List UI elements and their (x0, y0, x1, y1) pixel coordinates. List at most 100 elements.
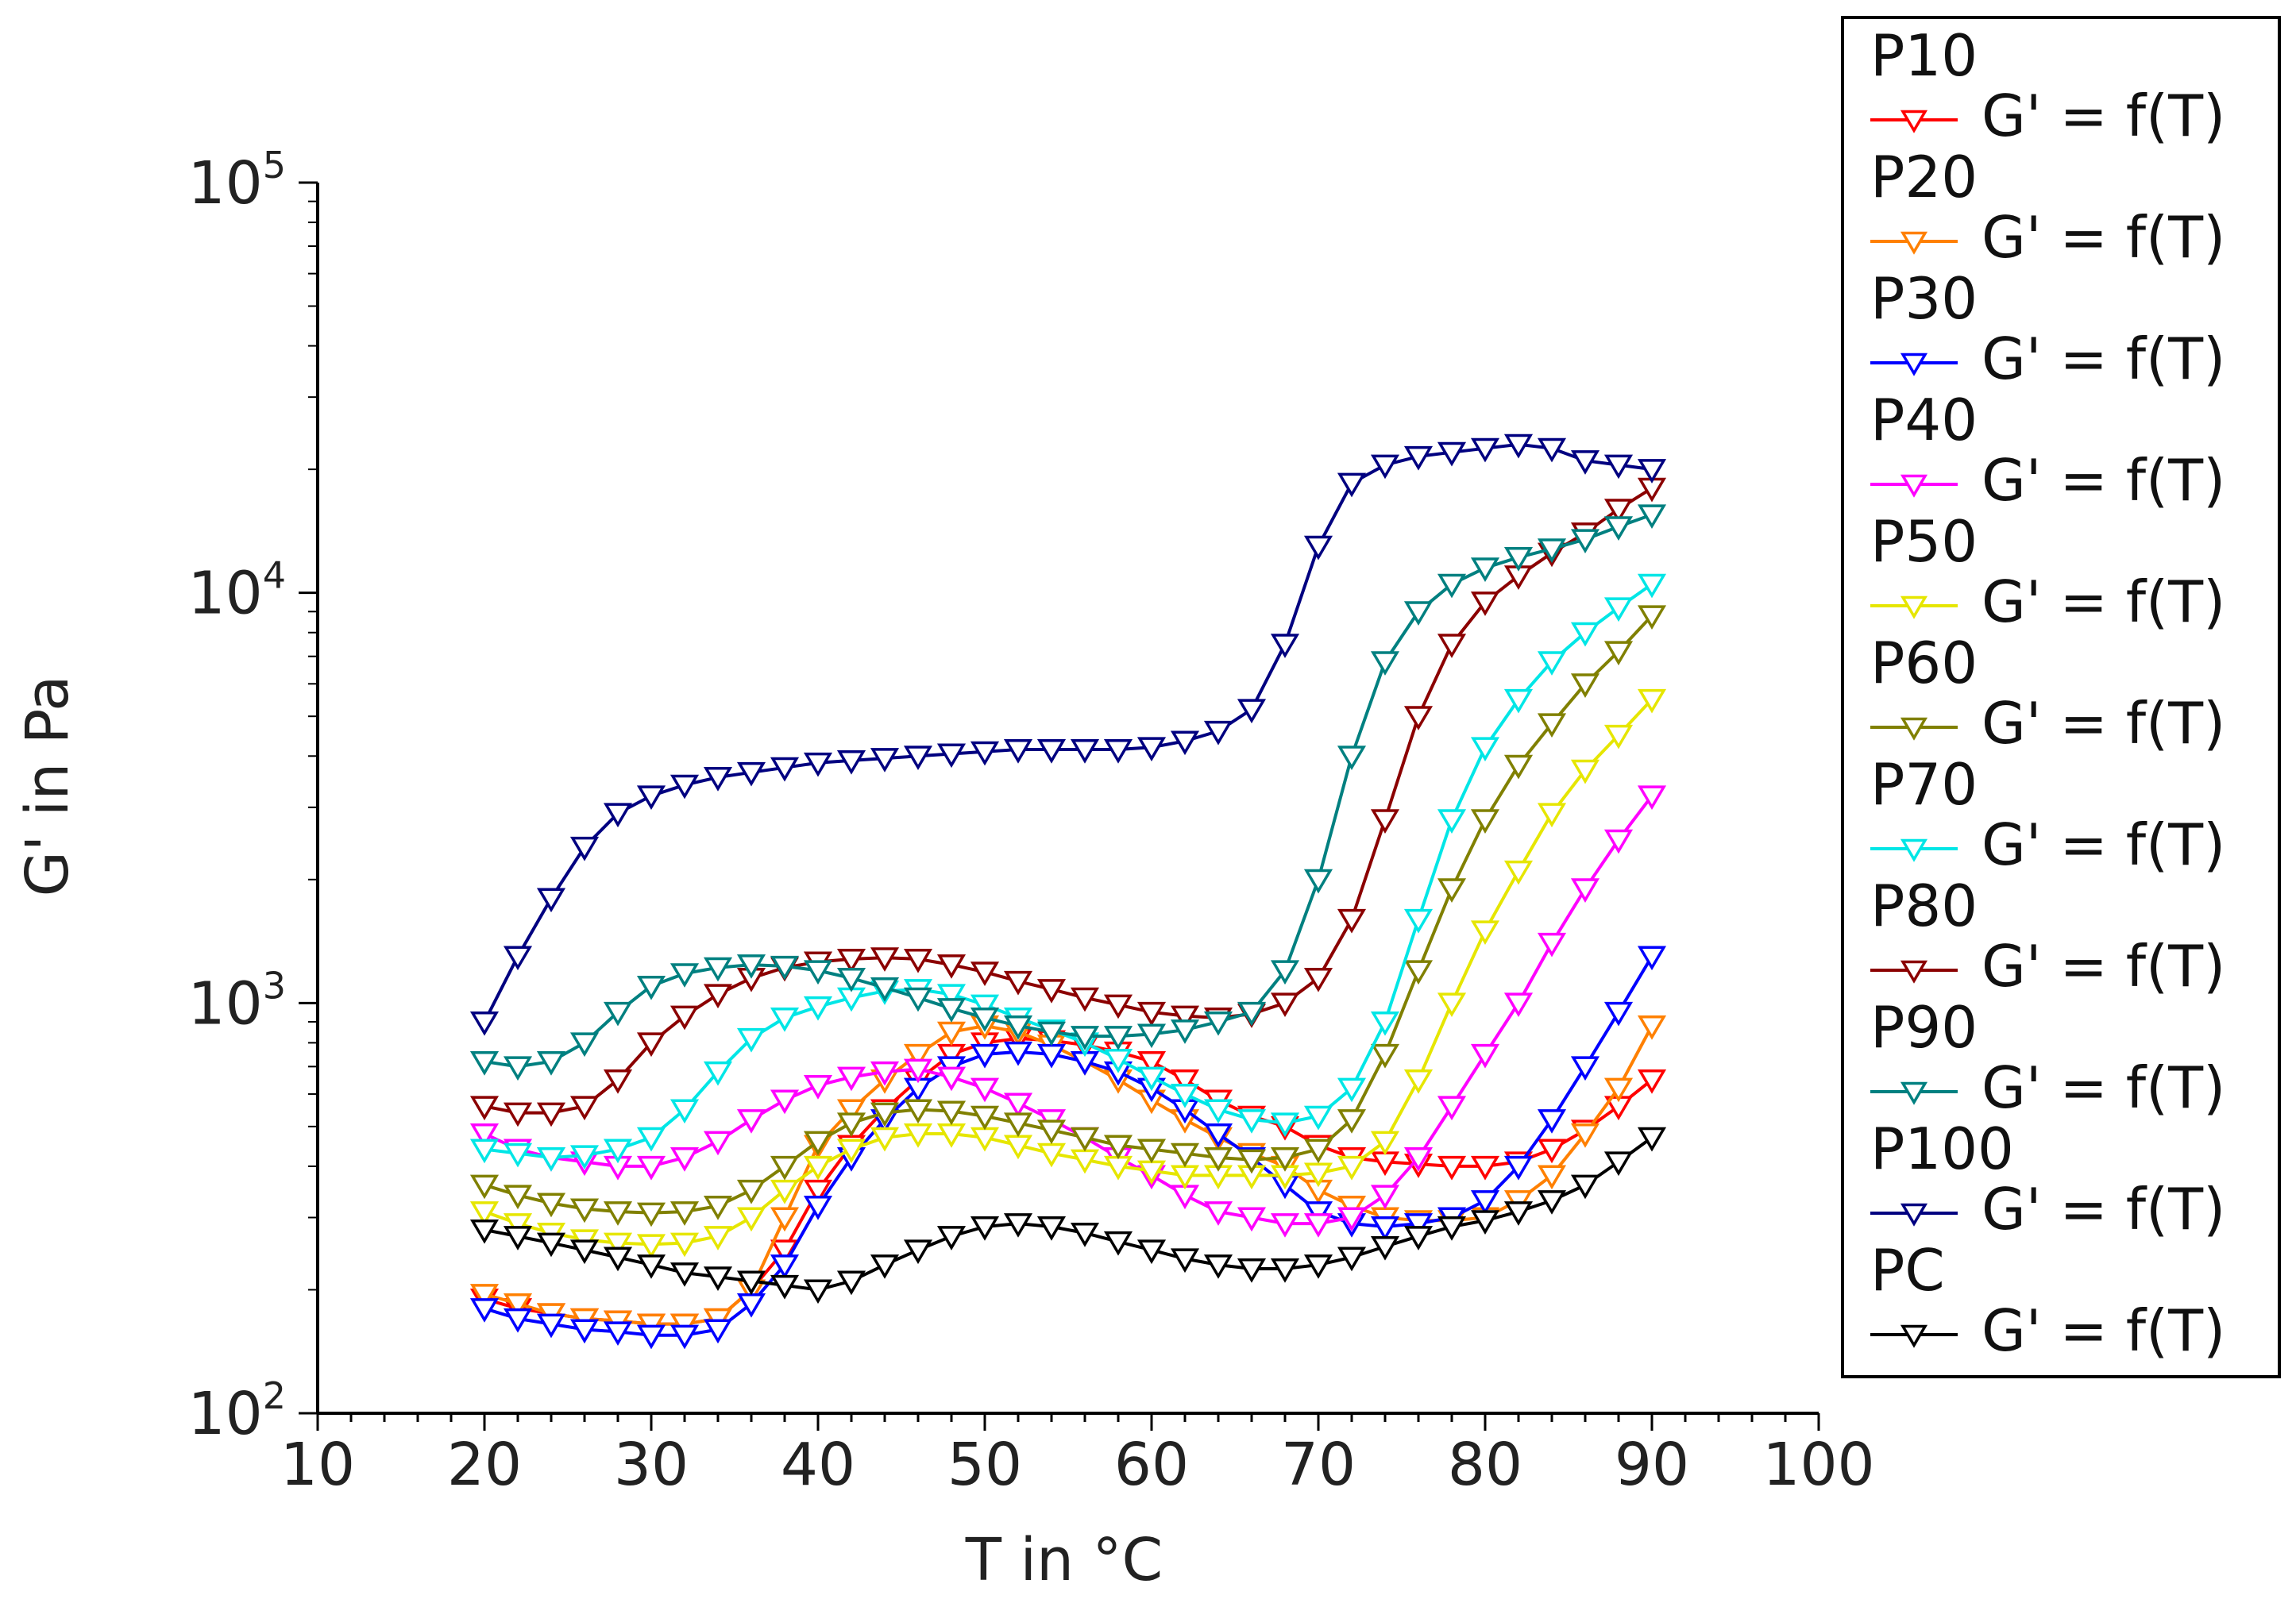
data-point (1136, 1023, 1167, 1049)
data-point (1437, 634, 1467, 658)
x-tick-label: 90 (1615, 1431, 1689, 1499)
data-point (970, 741, 1000, 766)
data-point (1537, 437, 1567, 463)
data-point (603, 1247, 633, 1272)
data-point (870, 1127, 900, 1152)
series-pc (469, 1127, 1667, 1304)
data-point (1503, 1155, 1534, 1181)
legend-marker-icon (1900, 1203, 1928, 1227)
data-point (1270, 1112, 1300, 1138)
data-point (1437, 573, 1467, 599)
data-point (970, 1216, 1000, 1241)
data-point (970, 1077, 1000, 1103)
data-point (903, 987, 933, 1012)
legend-marker-icon (1900, 717, 1928, 741)
data-point (1203, 720, 1233, 746)
data-point (1136, 1051, 1167, 1076)
data-point (903, 1058, 933, 1084)
data-point (836, 1099, 866, 1124)
data-point (1237, 699, 1267, 724)
data-point (1170, 1248, 1200, 1274)
data-point (803, 1155, 833, 1181)
data-point (536, 1193, 566, 1218)
data-point (603, 803, 633, 828)
data-point (870, 748, 900, 773)
data-point (1270, 1258, 1300, 1283)
data-point (469, 1284, 500, 1308)
data-point (736, 1179, 766, 1204)
data-point (1070, 1026, 1100, 1050)
data-point (1403, 1213, 1434, 1238)
data-point (1337, 908, 1367, 934)
data-point (770, 1008, 800, 1032)
legend-series-name: PC (1870, 1237, 1945, 1304)
legend-marker-icon (1900, 960, 1928, 984)
data-point (803, 960, 833, 985)
data-point (736, 954, 766, 979)
data-point (1003, 1041, 1033, 1066)
data-point (469, 1096, 500, 1121)
data-point (1537, 651, 1567, 676)
data-point (936, 954, 967, 979)
legend-entry-label: G' = f(T) (1982, 933, 2225, 1000)
data-point (870, 1061, 900, 1086)
series-line (484, 615, 1654, 1215)
data-point (1470, 1210, 1500, 1235)
legend-series-name: P100 (1870, 1116, 2014, 1182)
data-point (736, 1109, 766, 1134)
data-point (1403, 908, 1434, 934)
data-point (1637, 573, 1667, 599)
data-point (1203, 1011, 1233, 1036)
data-point (503, 1308, 533, 1333)
legend-series-name: P60 (1870, 630, 1978, 696)
data-point (1370, 454, 1400, 480)
data-point (1637, 688, 1667, 714)
data-point (903, 1239, 933, 1265)
data-point (703, 1061, 733, 1086)
data-point (803, 1131, 833, 1156)
y-axis-title: G' in Pa (14, 676, 82, 897)
data-point (670, 963, 700, 988)
data-point (1603, 516, 1634, 541)
data-point (1070, 1127, 1100, 1152)
data-point (1036, 1021, 1067, 1046)
data-point (1437, 992, 1467, 1018)
data-point (636, 1032, 666, 1058)
data-point (1537, 713, 1567, 738)
legend-series-name: P10 (1870, 22, 1978, 89)
legend-entry-label: G' = f(T) (1982, 1176, 2225, 1243)
data-point (836, 1139, 866, 1164)
data-point (1503, 992, 1534, 1018)
data-point (770, 1274, 800, 1300)
data-point (1603, 1077, 1634, 1103)
series-p90 (469, 504, 1667, 1081)
data-point (936, 984, 967, 1009)
y-tick-label: 104 (188, 554, 286, 628)
legend-series-name: P40 (1870, 387, 1978, 453)
data-point (1337, 1207, 1367, 1232)
legend-series-name: P70 (1870, 751, 1978, 818)
series-p60 (469, 605, 1667, 1227)
y-tick-label: 103 (188, 964, 286, 1038)
data-point (1103, 1026, 1133, 1050)
data-point (1036, 979, 1067, 1004)
data-point (1170, 1143, 1200, 1168)
data-point (670, 1232, 700, 1258)
data-point (536, 1146, 566, 1172)
data-point (503, 946, 533, 971)
data-point (1136, 1066, 1167, 1092)
data-point (536, 1232, 566, 1258)
data-point (1337, 746, 1367, 770)
data-point (703, 1226, 733, 1250)
data-point (469, 1011, 500, 1036)
x-tick-label: 10 (280, 1431, 355, 1499)
data-point (803, 1075, 833, 1100)
data-point (1537, 1165, 1567, 1190)
data-point (1337, 1077, 1367, 1103)
data-point (1303, 967, 1333, 992)
data-point (1570, 759, 1600, 784)
data-point (1170, 1019, 1200, 1044)
data-point (836, 948, 866, 973)
data-point (536, 1051, 566, 1076)
data-point (1470, 737, 1500, 762)
